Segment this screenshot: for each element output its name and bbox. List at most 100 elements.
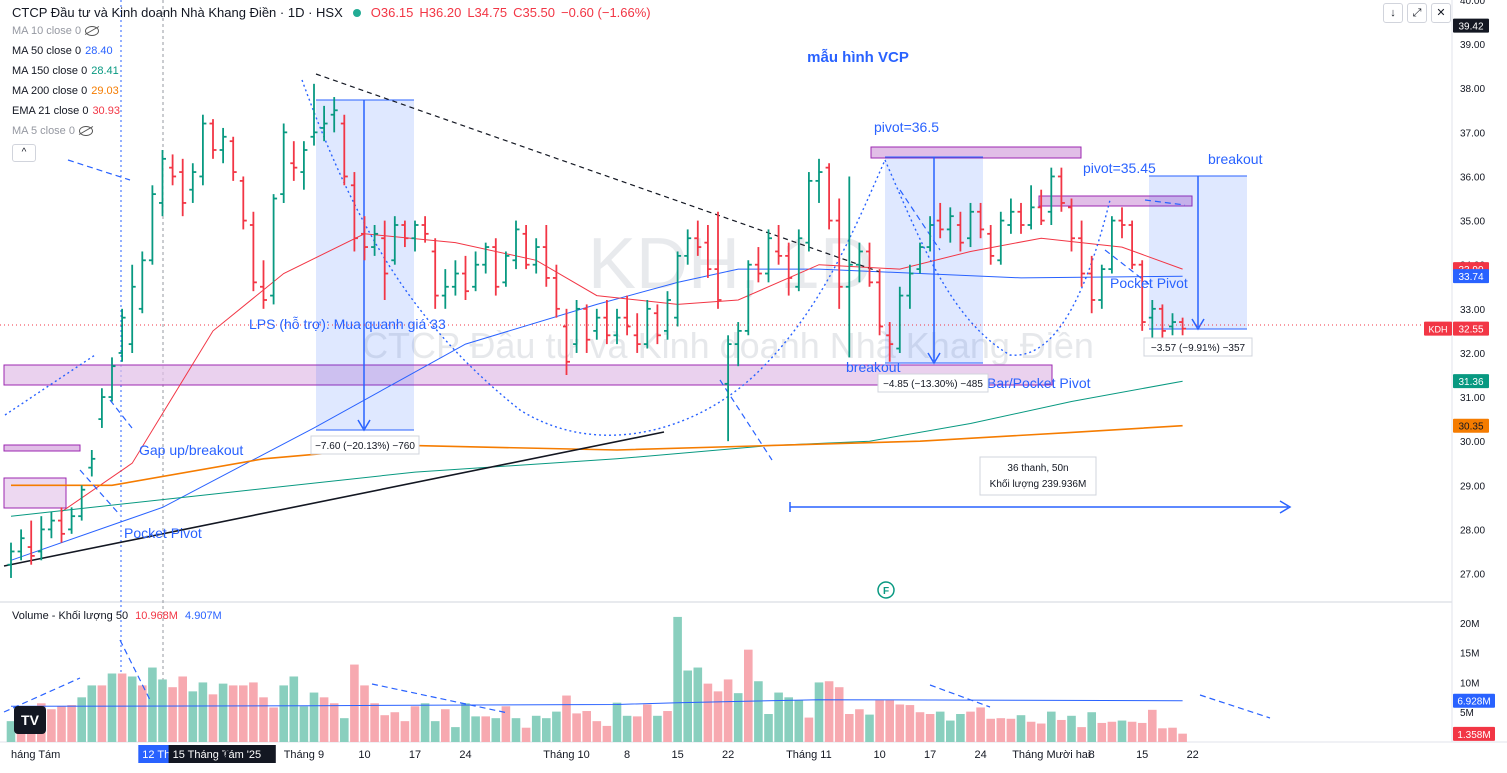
volume-bar [97, 685, 107, 742]
financial-event-marker: F [877, 581, 895, 599]
time-tick-label: 22 [217, 749, 229, 761]
ohlc-bar [694, 220, 702, 256]
volume-tick-label: 10M [1460, 678, 1479, 689]
time-tick-label: 10 [873, 749, 885, 761]
ohlc-bar [613, 308, 621, 345]
volume-bar [663, 711, 672, 742]
ohlc-bar [704, 225, 712, 278]
ohlc-bar [542, 225, 550, 287]
indicator-row[interactable]: MA 10 close 0 [12, 25, 100, 37]
ohlc-bar [593, 308, 601, 340]
annotation-pocket-pivot-1: Pocket Pivot [124, 525, 202, 541]
volume-bar [1137, 722, 1147, 742]
ohlc-open: O36.15 [370, 5, 414, 20]
volume-bar [67, 705, 76, 742]
volume-bar [471, 716, 480, 742]
ohlc-bar [1037, 189, 1045, 225]
indicator-label: MA 5 close 0 [12, 125, 75, 137]
ohlc-bar [785, 242, 793, 296]
ohlc-bar [1078, 220, 1086, 287]
measure-label-3-bg [1143, 337, 1253, 357]
volume-bar [845, 714, 854, 742]
ohlc-bar [522, 225, 530, 270]
volume-bar [127, 676, 137, 742]
expand-button[interactable]: ⤢ [1407, 3, 1427, 23]
volume-bar [966, 711, 975, 742]
price-tick-label: 31.00 [1460, 393, 1485, 404]
ohlc-bar [1179, 317, 1187, 336]
base-zone-box [3, 477, 67, 509]
vcp-curve-1 [301, 79, 886, 436]
ohlc-bar [603, 300, 611, 345]
price-badge-label: 32.55 [1458, 325, 1483, 336]
range-label-volume: Khối lượng 239.936M [990, 478, 1087, 490]
time-tick-label: Tháng 11 [786, 749, 832, 761]
time-tick-label: 8 [624, 749, 630, 761]
volume-bar [1148, 709, 1157, 742]
measure-label-1: −7.60 (−20.13%) −760 [310, 435, 420, 455]
volume-bar [976, 707, 985, 742]
volume-bar [744, 649, 753, 742]
volume-bar [673, 616, 682, 742]
ohlc-bar [775, 225, 783, 265]
ohlc-bar [997, 211, 1005, 265]
ohlc-bar [1128, 220, 1136, 270]
volume-bar [602, 725, 612, 742]
price-badge: 32.55 KDH [1424, 321, 1489, 336]
indicator-row[interactable]: MA 200 close 0 29.03 [12, 85, 119, 97]
eye-hidden-icon[interactable] [78, 126, 93, 137]
ohlc-bar [906, 264, 914, 309]
ohlc-bar [552, 264, 560, 318]
volume-bar [582, 711, 591, 742]
volume-bar [158, 679, 167, 742]
volume-bar [723, 679, 733, 742]
volume-bar [1168, 727, 1177, 742]
volume-bar [239, 685, 248, 742]
indicator-row[interactable]: MA 5 close 0 [12, 125, 93, 137]
ohlc-bar [128, 264, 136, 353]
dashed-arrow-6 [899, 189, 941, 251]
ohlc-bar [361, 216, 368, 261]
volume-bar [218, 683, 228, 742]
scroll-down-button[interactable]: ↓ [1383, 3, 1403, 23]
indicator-row[interactable]: MA 150 close 0 28.41 [12, 65, 119, 77]
volume-bar [935, 711, 945, 742]
volume-bar [855, 709, 864, 742]
close-button[interactable]: ✕ [1431, 3, 1451, 23]
ohlc-bar [1108, 216, 1116, 274]
volume-bar [521, 727, 531, 742]
ohlc-bar [462, 255, 469, 300]
ohlc-bar [714, 211, 722, 309]
volume-bar [784, 697, 793, 742]
annotation-bar-pocket-pivot: Bar/Pocket Pivot [987, 375, 1091, 391]
ma-line-1 [61, 233, 1183, 513]
volume-value-2: 4.907M [185, 610, 222, 622]
volume-bar [329, 703, 339, 742]
ohlc-bar [239, 176, 247, 230]
volume-bar [794, 700, 804, 742]
ohlc-bar [58, 507, 65, 543]
volume-bar [804, 717, 814, 742]
volume-bar [562, 695, 571, 742]
indicator-row[interactable]: EMA 21 close 0 30.93 [12, 105, 120, 117]
ohlc-bar [280, 123, 288, 203]
eye-hidden-icon[interactable] [85, 26, 100, 37]
volume-bar [491, 718, 501, 742]
ohlc-bar [249, 211, 257, 292]
volume-bar [208, 694, 218, 742]
indicator-row[interactable]: MA 50 close 0 28.40 [12, 45, 113, 57]
ohlc-bar [441, 269, 449, 309]
volume-bar [764, 714, 773, 742]
time-tick-label: 10 [358, 749, 370, 761]
measure-label-1-text: −7.60 (−20.13%) −760 [315, 441, 415, 452]
tradingview-logo[interactable]: TV [14, 706, 46, 734]
pivot2-zone-box [1038, 195, 1193, 207]
ohlc-bar [855, 242, 863, 283]
ohlc-bar [876, 269, 884, 336]
symbol-badge-label: KDH [1428, 325, 1447, 335]
volume-label: Volume - Khối lượng 50 [12, 610, 129, 622]
collapse-legend-button[interactable]: ^ [12, 144, 36, 162]
volume-bar [733, 693, 743, 742]
